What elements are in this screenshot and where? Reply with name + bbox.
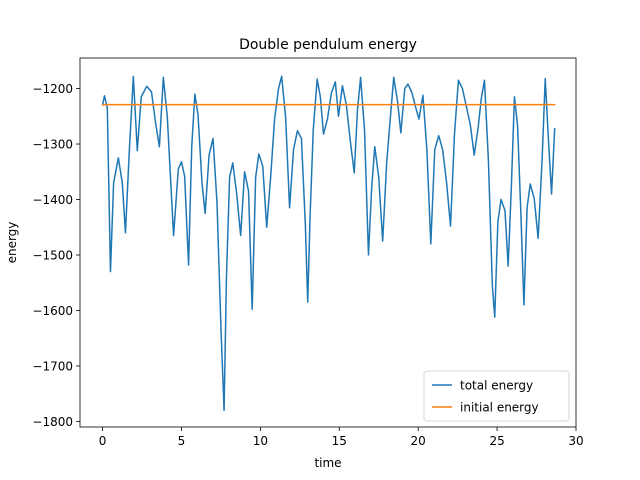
y-tick-label: −1500 (32, 248, 73, 262)
x-tick-label: 5 (178, 434, 186, 448)
x-tick-label: 15 (332, 434, 347, 448)
legend: total energy initial energy (423, 370, 570, 422)
y-axis-label: energy (5, 222, 19, 264)
series-line-total-energy (101, 75, 556, 412)
y-tick-label: −1700 (32, 359, 73, 373)
legend-box (423, 370, 570, 422)
x-axis: 0 5 10 15 20 25 30 (99, 427, 584, 448)
x-tick-label: 0 (99, 434, 107, 448)
x-tick-label: 30 (568, 434, 583, 448)
legend-label-total-energy: total energy (460, 379, 533, 393)
legend-label-initial-energy: initial energy (460, 401, 539, 415)
y-axis: −1800 −1700 −1600 −1500 −1400 −1300 −1200 (32, 82, 80, 429)
series-layer (101, 75, 556, 412)
y-tick-label: −1400 (32, 193, 73, 207)
x-axis-label: time (314, 456, 341, 470)
chart-title: Double pendulum energy (239, 37, 417, 53)
x-tick-label: 25 (489, 434, 504, 448)
y-tick-label: −1200 (32, 82, 73, 96)
plot-frame (79, 57, 577, 428)
x-tick-label: 20 (411, 434, 426, 448)
y-tick-label: −1600 (32, 304, 73, 318)
y-tick-label: −1800 (32, 415, 73, 429)
y-tick-label: −1300 (32, 138, 73, 152)
x-tick-label: 10 (253, 434, 268, 448)
